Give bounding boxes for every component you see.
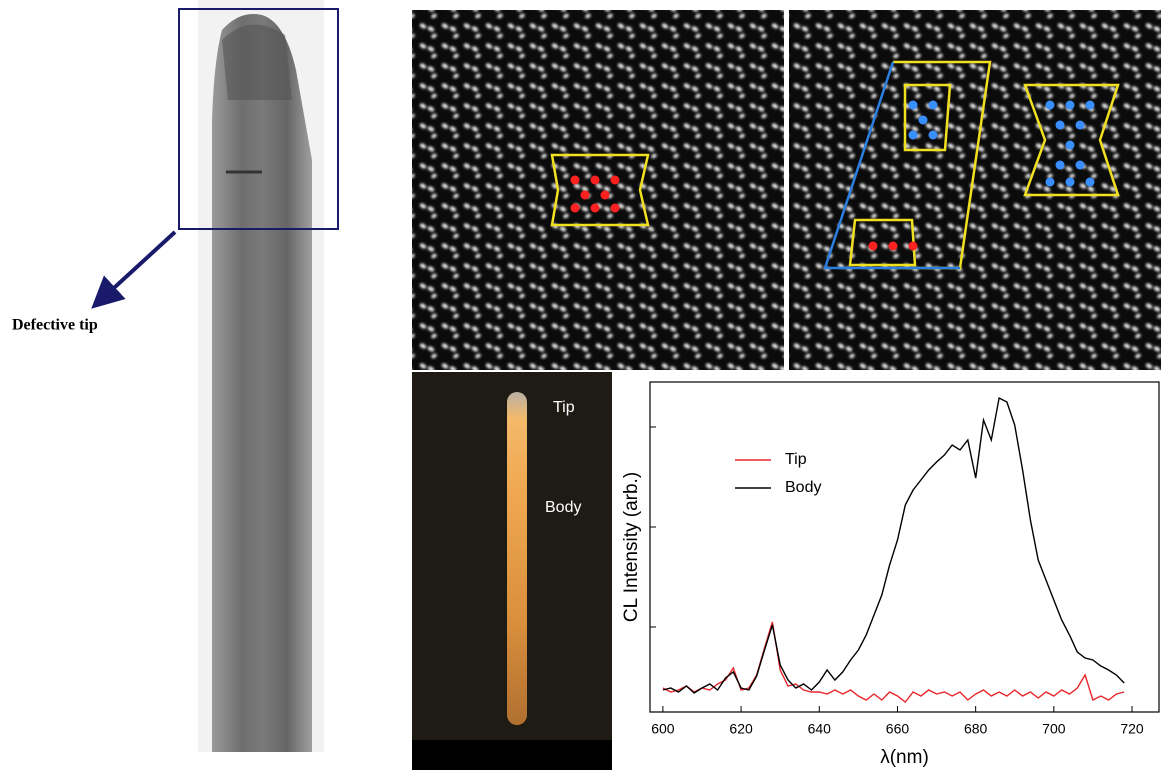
arrow	[103, 232, 175, 298]
x-tick-label: 660	[886, 721, 910, 737]
legend-label: Body	[785, 479, 821, 496]
plot-frame	[650, 382, 1159, 712]
cl-image-bar	[412, 740, 612, 770]
cl-label: Tip	[553, 399, 575, 416]
x-tick-label: 600	[651, 721, 675, 737]
x-tick-label: 640	[808, 721, 832, 737]
hrtem-left	[412, 10, 784, 370]
x-tick-label: 680	[964, 721, 988, 737]
x-tick-label: 620	[729, 721, 753, 737]
annotation: Defective tip	[12, 317, 98, 334]
legend-label: Tip	[785, 451, 807, 468]
figure: Defective tip Tip Body 600 620 640 660 680 70…	[0, 0, 1168, 774]
nanowire-glow	[507, 392, 527, 725]
x-tick-label: 720	[1120, 721, 1144, 737]
y-axis-label: CL Intensity (arb.)	[621, 472, 642, 622]
tip-dark	[222, 25, 292, 100]
nanowire	[212, 14, 312, 752]
x-axis-label: λ(nm)	[880, 747, 929, 768]
cl-spectrum: 600 620 640 660 680 700 720 λ(nm) CL Intensity (…	[621, 382, 1159, 768]
hrtem-right	[789, 10, 1161, 370]
cl-label: Body	[545, 499, 581, 516]
x-tick-label: 700	[1042, 721, 1066, 737]
